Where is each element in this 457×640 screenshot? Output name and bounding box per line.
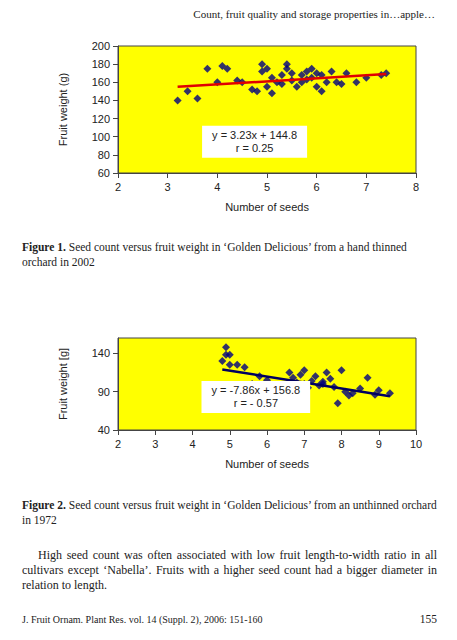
svg-text:7: 7 <box>363 181 369 193</box>
html-text:155: 155 <box>419 613 437 625</box>
svg-text:160: 160 <box>92 76 110 88</box>
svg-text:Number of seeds: Number of seeds <box>225 201 309 213</box>
svg-text:200: 200 <box>92 40 110 52</box>
svg-text:9: 9 <box>376 438 382 450</box>
svg-text:2: 2 <box>115 438 121 450</box>
svg-text:y = 3.23x + 144.8: y = 3.23x + 144.8 <box>212 129 297 141</box>
svg-text:2: 2 <box>115 181 121 193</box>
svg-text:4: 4 <box>214 181 220 193</box>
html-text:Figure 2. Seed count versus fr: Figure 2. Seed count versus fruit weight… <box>22 499 437 526</box>
svg-text:4: 4 <box>189 438 195 450</box>
html-text:Figure 1. Seed count versus fr: Figure 1. Seed count versus fruit weight… <box>22 241 407 268</box>
svg-text:Fruit weight [g]: Fruit weight [g] <box>57 348 69 420</box>
svg-text:90: 90 <box>98 386 110 398</box>
svg-text:7: 7 <box>301 438 307 450</box>
svg-text:180: 180 <box>92 58 110 70</box>
svg-text:r = 0.25: r = 0.25 <box>236 142 274 154</box>
svg-text:3: 3 <box>152 438 158 450</box>
svg-text:8: 8 <box>338 438 344 450</box>
svg-text:140: 140 <box>92 94 110 106</box>
svg-text:8: 8 <box>413 181 419 193</box>
svg-text:40: 40 <box>98 424 110 436</box>
html-text:J. Fruit Ornam. Plant Res. vol: J. Fruit Ornam. Plant Res. vol. 14 (Supp… <box>22 614 263 625</box>
svg-text:r = - 0.57: r = - 0.57 <box>234 397 278 409</box>
html-text:High seed count was often asso: High seed count was often associated wit… <box>22 548 437 592</box>
html-text:Count, fruit quality and stora: Count, fruit quality and storage propert… <box>193 8 435 20</box>
svg-text:5: 5 <box>264 181 270 193</box>
svg-text:Fruit weight (g): Fruit weight (g) <box>57 73 69 146</box>
svg-text:10: 10 <box>410 438 422 450</box>
svg-text:5: 5 <box>227 438 233 450</box>
svg-text:Number of seeds: Number of seeds <box>225 458 309 470</box>
svg-text:3: 3 <box>165 181 171 193</box>
svg-text:y = -7.86x + 156.8: y = -7.86x + 156.8 <box>211 384 300 396</box>
svg-text:6: 6 <box>314 181 320 193</box>
svg-text:6: 6 <box>264 438 270 450</box>
svg-text:100: 100 <box>92 131 110 143</box>
svg-text:80: 80 <box>98 149 110 161</box>
svg-text:140: 140 <box>92 347 110 359</box>
svg-text:120: 120 <box>92 113 110 125</box>
svg-text:60: 60 <box>98 167 110 179</box>
